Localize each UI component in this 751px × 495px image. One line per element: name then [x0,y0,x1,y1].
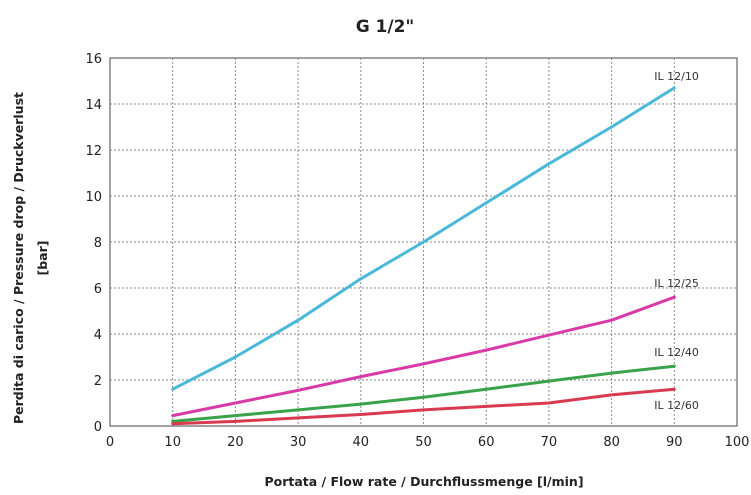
series-label: IL 12/25 [654,277,699,290]
x-tick-label: 90 [666,435,683,450]
y-tick-label: 2 [94,374,102,389]
series-label: IL 12/40 [654,346,699,359]
x-tick-label: 60 [478,435,495,450]
y-axis-label: Perdita di carico / Pressure drop / Druc… [11,92,50,424]
series-label: IL 12/10 [654,70,699,83]
x-axis-label: Portata / Flow rate / Durchflussmenge [l… [264,474,583,489]
x-tick-label: 10 [164,435,181,450]
series-label: IL 12/60 [654,399,699,412]
chart-title: G 1/2" [356,17,415,37]
series-labels: IL 12/10 IL 12/25 IL 12/40 IL 12/60 [654,70,699,412]
y-axis-label-line2: [bar] [35,241,50,276]
x-tick-label: 40 [353,435,370,450]
series-line [171,295,676,418]
y-tick-label: 8 [94,236,102,251]
x-tick-label: 20 [227,435,244,450]
series-lines [171,86,676,426]
series-line [171,364,676,423]
y-tick-label: 0 [94,420,102,435]
x-tick-label: 50 [415,435,432,450]
x-tick-label: 30 [290,435,307,450]
x-tick-label: 80 [603,435,620,450]
series-line [171,86,676,391]
x-tick-label: 0 [106,435,114,450]
y-tick-labels: 0 2 4 6 8 10 12 14 16 [85,52,102,435]
y-axis-label-line1: Perdita di carico / Pressure drop / Druc… [11,92,26,424]
y-tick-label: 12 [85,144,102,159]
y-tick-label: 16 [85,52,102,67]
y-tick-label: 14 [85,98,102,113]
y-tick-label: 4 [94,328,102,343]
x-tick-label: 70 [541,435,558,450]
x-tick-label: 100 [725,435,750,450]
y-tick-label: 6 [94,282,102,297]
x-tick-labels: 0 10 20 30 40 50 60 70 80 90 100 [106,435,750,450]
y-tick-label: 10 [85,190,102,205]
series-line [171,387,676,426]
